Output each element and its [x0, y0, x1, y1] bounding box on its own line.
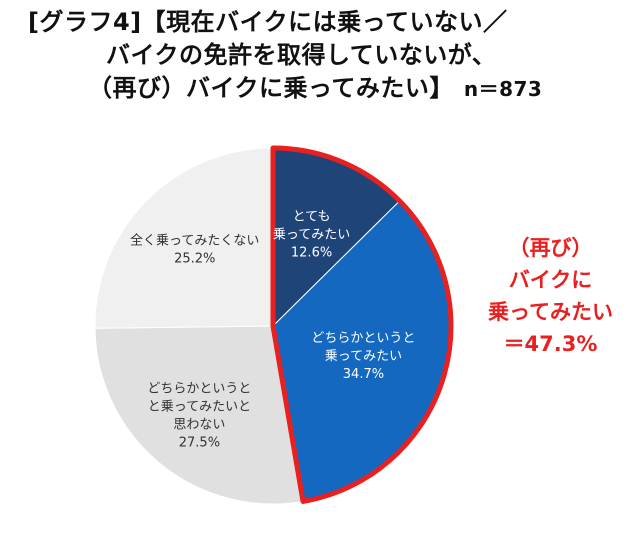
slice-somewhat-want-value: 34.7% — [343, 367, 384, 382]
callout-line2: バイクに — [508, 268, 593, 292]
highlight-outline — [270, 145, 454, 504]
slice-somewhat-not-category: と乗ってみたいと — [148, 399, 251, 414]
pie-slices — [94, 147, 452, 505]
slice-very-want-category: とても — [293, 210, 331, 225]
chart-title-text: （再び）バイクに乗ってみたい】 — [88, 74, 454, 102]
chart-title-line1: [グラフ4]【現在バイクには乗っていない／ — [28, 8, 508, 36]
slice-not-at-all-category: 全く乗ってみたくない — [130, 233, 259, 249]
slice-very-want-label: とても乗ってみたい 12.6% — [273, 210, 350, 261]
slice-very-want-category: 乗ってみたい — [273, 228, 350, 243]
slice-not-at-all-value: 25.2% — [174, 252, 215, 267]
slice-somewhat-want-category: 乗ってみたい — [325, 349, 402, 364]
highlight-callout: （再び） バイクに 乗ってみたい ＝47.3% — [468, 232, 633, 360]
callout-line3: 乗ってみたい — [488, 300, 613, 324]
sample-size-label: n＝873 — [463, 77, 543, 101]
slice-somewhat-not-value: 27.5% — [179, 435, 220, 450]
slice-very-want-value: 12.6% — [291, 246, 332, 261]
chart-title-line3: （再び）バイクに乗ってみたい】 n＝873 — [88, 72, 640, 105]
chart-title-line2: バイクの免許を取得していないが、 — [106, 41, 497, 69]
slice-somewhat-not-label: どちらかというとと乗ってみたいと思わない 27.5% — [147, 381, 251, 450]
pie-labels: とても乗ってみたい 12.6%どちらかというと乗ってみたい 34.7%どちらかという… — [130, 210, 415, 451]
slice-somewhat-want-label: どちらかというと乗ってみたい 34.7% — [311, 331, 415, 382]
slice-somewhat-not — [94, 325, 304, 505]
callout-line4: ＝47.3% — [503, 332, 598, 356]
callout-line1: （再び） — [508, 236, 593, 260]
slice-somewhat-not-category: どちらかというと — [147, 381, 251, 396]
slice-somewhat-not-category: 思わない — [173, 417, 225, 432]
slice-not-at-all-label: 全く乗ってみたくない 25.2% — [130, 233, 259, 267]
slice-not-at-all — [94, 147, 274, 329]
slice-somewhat-want-category: どちらかというと — [311, 331, 415, 346]
